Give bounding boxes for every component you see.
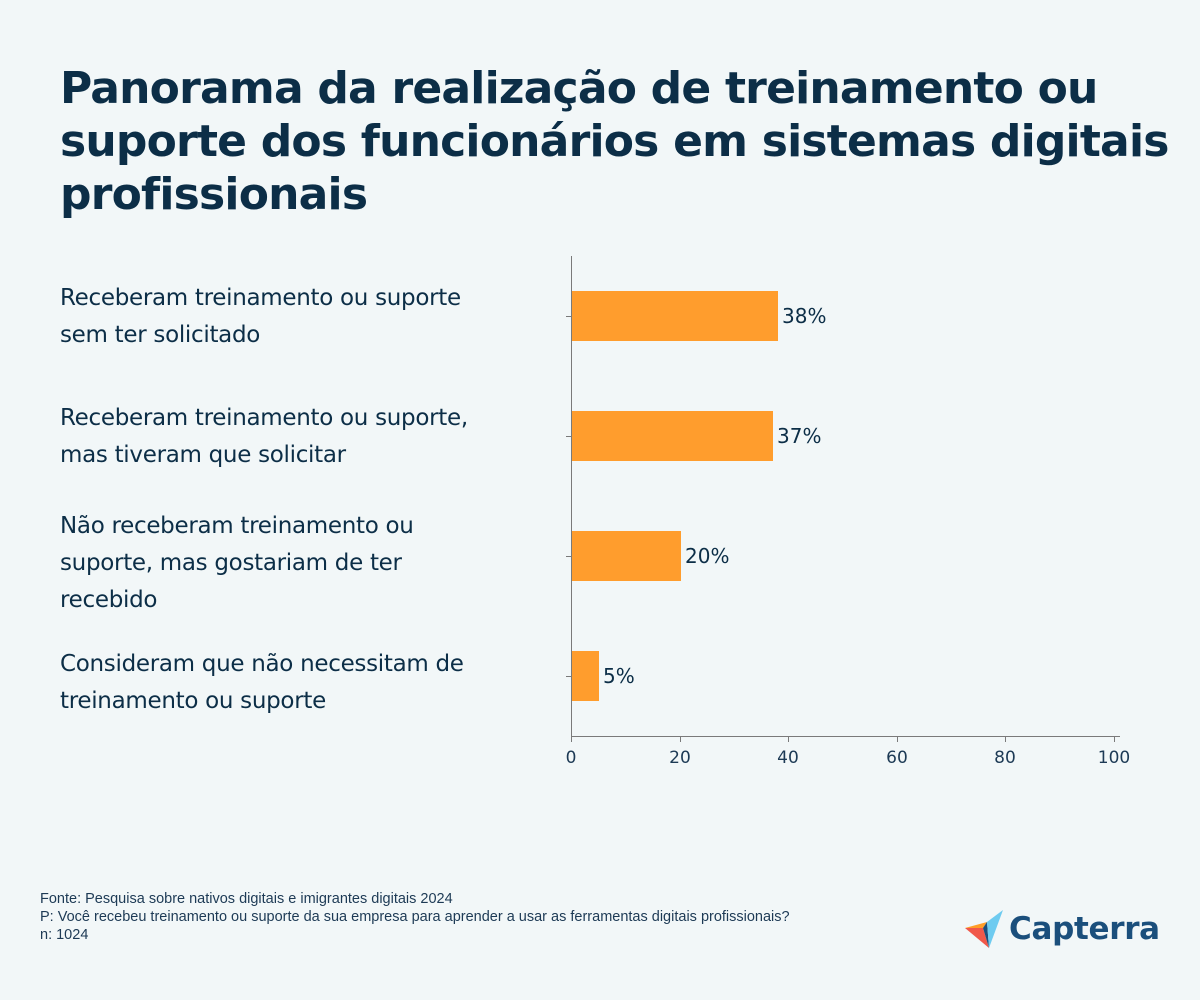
- source-note: Fonte: Pesquisa sobre nativos digitais e…: [40, 891, 453, 907]
- x-tick-label: 100: [1097, 748, 1131, 768]
- category-label: Receberam treinamento ou suporte, mas ti…: [60, 405, 468, 468]
- x-tick-label: 40: [777, 748, 799, 768]
- bar: [572, 651, 599, 701]
- bar: [572, 411, 773, 461]
- capterra-arrow-icon: [965, 910, 1003, 948]
- question-note: P: Você recebeu treinamento ou suporte d…: [40, 909, 790, 925]
- sample-size-note: n: 1024: [40, 927, 89, 943]
- bar-value-label: 37%: [777, 424, 822, 448]
- category-label: Consideram que não necessitam de treinam…: [60, 651, 464, 714]
- chart-title: Panorama da realização de treinamento ou…: [60, 63, 1169, 220]
- bar: [572, 531, 681, 581]
- y-tick: [566, 316, 571, 317]
- bar-value-label: 5%: [603, 664, 635, 688]
- bar-value-label: 20%: [685, 544, 730, 568]
- capterra-logo: Capterra: [965, 908, 1160, 950]
- bar: [572, 291, 778, 341]
- x-tick: [788, 736, 789, 742]
- x-tick: [571, 736, 572, 742]
- x-tick: [680, 736, 681, 742]
- x-tick: [1114, 736, 1115, 742]
- x-axis: [571, 736, 1120, 737]
- x-tick-label: 60: [886, 748, 908, 768]
- bar-value-label: 38%: [782, 304, 827, 328]
- y-tick: [566, 436, 571, 437]
- category-label: Receberam treinamento ou suporte sem ter…: [60, 285, 461, 348]
- capterra-wordmark: Capterra: [1009, 911, 1160, 947]
- category-label: Não receberam treinamento ou suporte, ma…: [60, 513, 414, 613]
- x-tick: [1005, 736, 1006, 742]
- footer-notes: Fonte: Pesquisa sobre nativos digitais e…: [40, 890, 790, 944]
- x-tick-label: 20: [669, 748, 691, 768]
- y-tick: [566, 556, 571, 557]
- y-axis: [571, 256, 572, 737]
- x-tick: [897, 736, 898, 742]
- x-tick-label: 0: [565, 748, 577, 768]
- x-tick-label: 80: [994, 748, 1016, 768]
- y-tick: [566, 676, 571, 677]
